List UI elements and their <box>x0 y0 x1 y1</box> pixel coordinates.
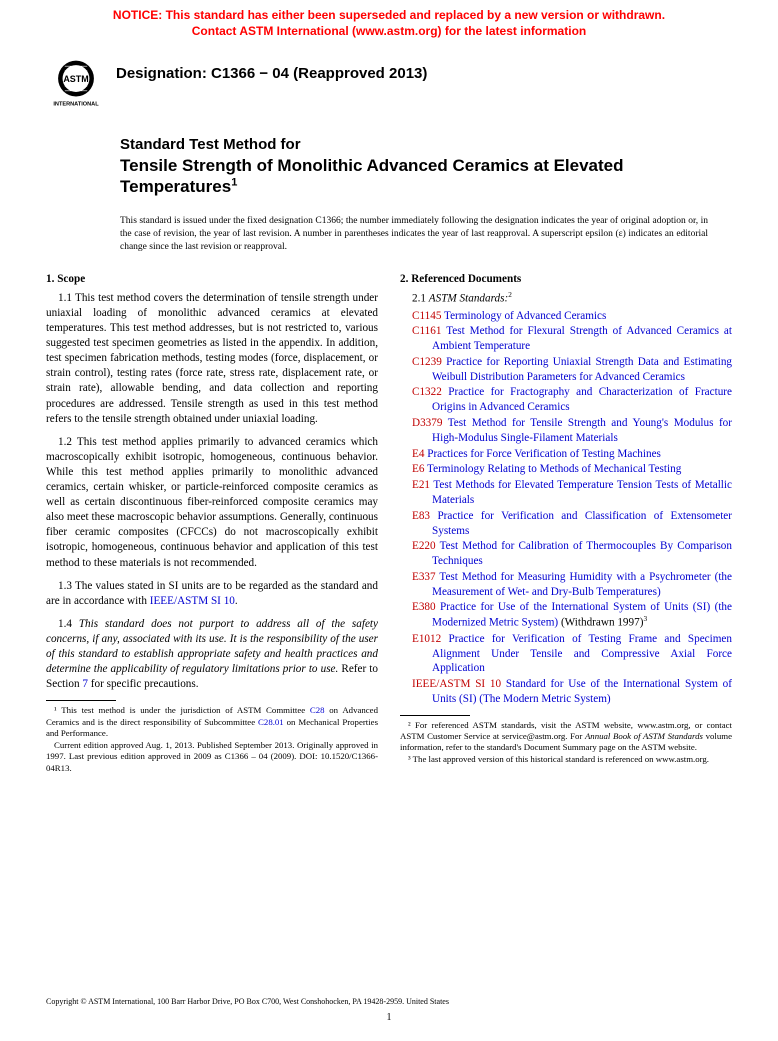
ref-item: E21 Test Methods for Elevated Temperatur… <box>400 478 732 508</box>
astm-logo: ASTM INTERNATIONAL <box>48 55 104 111</box>
refs-head: 2. Referenced Documents <box>400 272 732 287</box>
fn1-link1[interactable]: C28 <box>310 705 325 715</box>
title-block: Standard Test Method for Tensile Strengt… <box>0 111 778 205</box>
footnote-3: ³ The last approved version of this hist… <box>400 754 732 765</box>
ref-code: IEEE/ASTM SI 10 <box>412 678 501 690</box>
title-sup: 1 <box>231 176 237 188</box>
ref-item: D3379 Test Method for Tensile Strength a… <box>400 416 732 446</box>
ref-link[interactable]: Test Method for Measuring Humidity with … <box>432 571 732 598</box>
title-main: Tensile Strength of Monolithic Advanced … <box>120 155 718 198</box>
svg-text:ASTM: ASTM <box>63 74 88 84</box>
scope-p1: 1.1 This test method covers the determin… <box>46 291 378 427</box>
copyright: Copyright © ASTM International, 100 Barr… <box>0 997 778 1006</box>
ref-code: C1145 <box>412 310 441 322</box>
notice-line2: Contact ASTM International (www.astm.org… <box>192 24 586 38</box>
ref-item: E4 Practices for Force Verification of T… <box>400 447 732 462</box>
ref-item: E83 Practice for Verification and Classi… <box>400 509 732 539</box>
ref-item: C1161 Test Method for Flexural Strength … <box>400 324 732 354</box>
footer: Copyright © ASTM International, 100 Barr… <box>0 997 778 1023</box>
ref-item: E337 Test Method for Measuring Humidity … <box>400 570 732 600</box>
scope-p2: 1.2 This test method applies primarily t… <box>46 435 378 571</box>
ref-code: E220 <box>412 540 436 552</box>
issued-note: This standard is issued under the fixed … <box>0 205 778 271</box>
scope-p4: 1.4 This standard does not purport to ad… <box>46 617 378 693</box>
notice-line1: NOTICE: This standard has either been su… <box>113 8 665 22</box>
footnote-1b: Current edition approved Aug. 1, 2013. P… <box>46 740 378 774</box>
designation: Designation: C1366 − 04 (Reapproved 2013… <box>116 55 427 82</box>
ref-item: C1239 Practice for Reporting Uniaxial St… <box>400 355 732 385</box>
ref-link[interactable]: Test Methods for Elevated Temperature Te… <box>432 479 732 506</box>
ref-link[interactable]: Practice for Fractography and Characteri… <box>432 386 732 413</box>
ref-code: E21 <box>412 479 430 491</box>
scope-p4i: This standard does not purport to addres… <box>46 618 378 675</box>
scope-p4c: for specific precautions. <box>88 678 199 690</box>
scope-p3-link[interactable]: IEEE/ASTM SI 10 <box>150 595 235 607</box>
notice-banner: NOTICE: This standard has either been su… <box>0 0 778 43</box>
ref-code: E380 <box>412 601 436 613</box>
refs-sub: 2.1 ASTM Standards:2 <box>400 291 732 307</box>
right-column: 2. Referenced Documents 2.1 ASTM Standar… <box>400 272 732 774</box>
ref-item: C1322 Practice for Fractography and Char… <box>400 385 732 415</box>
ref-code: E337 <box>412 571 436 583</box>
ref-code: E6 <box>412 463 424 475</box>
ref-ieee: IEEE/ASTM SI 10 Standard for Use of the … <box>400 677 732 707</box>
ref-link[interactable]: Test Method for Flexural Strength of Adv… <box>432 325 732 352</box>
ref-e1012: E1012 Practice for Verification of Testi… <box>400 632 732 676</box>
header: ASTM INTERNATIONAL Designation: C1366 − … <box>0 43 778 111</box>
ref-link[interactable]: Test Method for Tensile Strength and You… <box>432 417 732 444</box>
page-number: 1 <box>0 1012 778 1023</box>
scope-head: 1. Scope <box>46 272 378 287</box>
fn1-link2[interactable]: C28.01 <box>258 717 284 727</box>
ref-link[interactable]: Terminology Relating to Methods of Mecha… <box>427 463 681 475</box>
title-text: Tensile Strength of Monolithic Advanced … <box>120 156 624 196</box>
ref-code: C1322 <box>412 386 442 398</box>
body-columns: 1. Scope 1.1 This test method covers the… <box>0 272 778 774</box>
ref-item: E220 Test Method for Calibration of Ther… <box>400 539 732 569</box>
ref-code: E1012 <box>412 633 441 645</box>
title-lead: Standard Test Method for <box>120 135 718 155</box>
ref-list: C1145 Terminology of Advanced CeramicsC1… <box>400 309 732 600</box>
scope-p4a: 1.4 <box>58 618 79 630</box>
ref-code: C1239 <box>412 356 442 368</box>
ref-link[interactable]: Practices for Force Verification of Test… <box>427 448 661 460</box>
svg-text:INTERNATIONAL: INTERNATIONAL <box>53 102 99 108</box>
footnote-1: ¹ This test method is under the jurisdic… <box>46 705 378 739</box>
footnotes-left: ¹ This test method is under the jurisdic… <box>46 705 378 774</box>
ref-code: E4 <box>412 448 424 460</box>
footnote-divider <box>400 715 470 716</box>
ref-e380: E380 Practice for Use of the Internation… <box>400 600 732 630</box>
ref-link[interactable]: Practice for Verification of Testing Fra… <box>432 633 732 675</box>
ref-link[interactable]: Test Method for Calibration of Thermocou… <box>432 540 732 567</box>
ref-link[interactable]: Practice for Verification and Classifica… <box>432 510 732 537</box>
ref-item: C1145 Terminology of Advanced Ceramics <box>400 309 732 324</box>
ref-code: E83 <box>412 510 430 522</box>
footnote-divider <box>46 700 116 701</box>
scope-p3b: . <box>235 595 238 607</box>
ref-item: E6 Terminology Relating to Methods of Me… <box>400 462 732 477</box>
ref-withdrawn: (Withdrawn 1997) <box>558 617 643 629</box>
ref-code: D3379 <box>412 417 442 429</box>
footnotes-right: ² For referenced ASTM standards, visit t… <box>400 720 732 766</box>
footnote-2: ² For referenced ASTM standards, visit t… <box>400 720 732 754</box>
scope-p3: 1.3 The values stated in SI units are to… <box>46 579 378 609</box>
left-column: 1. Scope 1.1 This test method covers the… <box>46 272 378 774</box>
ref-code: C1161 <box>412 325 441 337</box>
ref-link[interactable]: Terminology of Advanced Ceramics <box>444 310 606 322</box>
ref-link[interactable]: Practice for Reporting Uniaxial Strength… <box>432 356 732 383</box>
